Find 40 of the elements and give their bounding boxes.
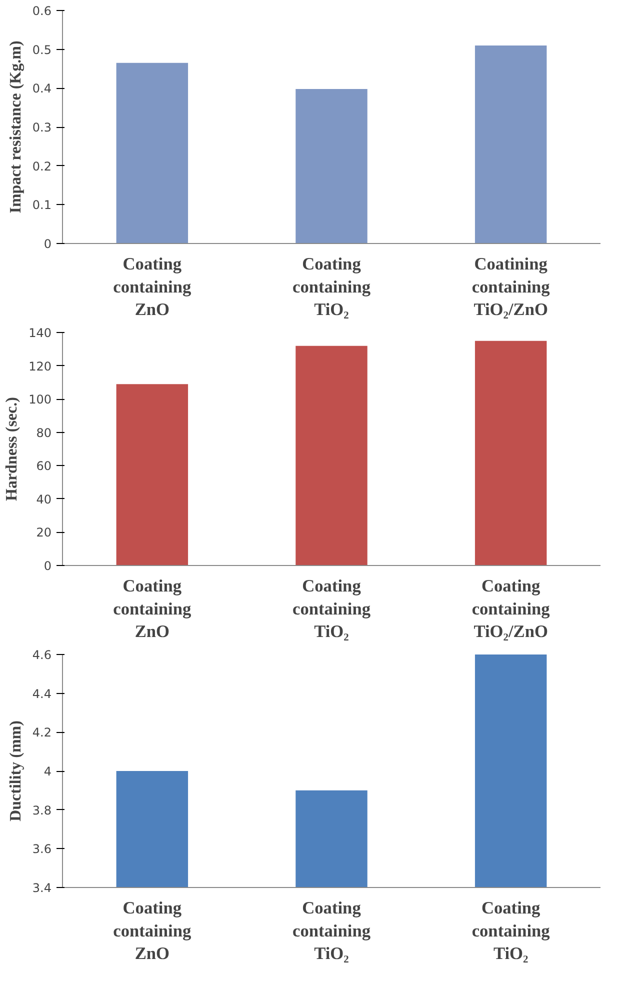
x-tick-label: Coating containing TiO₂ (292, 576, 371, 642)
y-axis-title: Ductility (mm) (7, 720, 24, 822)
y-tick-label: 3.8 (32, 803, 52, 818)
y-tick-label: 4 (44, 764, 52, 778)
x-tick-label: Coating containing ZnO (113, 576, 192, 642)
x-tick-label: Coating containing TiO₂ (292, 898, 371, 964)
x-tick-label: Coating containing TiO₂ (472, 898, 550, 964)
x-tick-label: Coating containing TiO₂ (292, 254, 371, 320)
y-tick-label: 0.1 (32, 198, 52, 212)
x-tick-label: Coating containing TiO₂/ZnO (472, 576, 550, 642)
y-tick-label: 4.2 (32, 726, 52, 740)
bar (116, 384, 188, 566)
bar (296, 346, 368, 566)
bar (296, 88, 368, 244)
y-tick-label: 0.4 (32, 82, 52, 96)
x-tick-label: Coating containing ZnO (113, 898, 192, 964)
y-tick-label: 140 (28, 326, 52, 340)
y-tick-label: 3.4 (32, 881, 52, 895)
y-tick-label: 40 (36, 492, 52, 506)
bar (474, 340, 547, 566)
y-tick-label: 0.2 (32, 159, 52, 174)
y-axis-title: Impact resistance (Kg.m) (7, 40, 24, 214)
y-tick-label: 20 (36, 526, 52, 540)
y-tick-label: 60 (36, 459, 52, 474)
y-tick-label: 0.6 (32, 4, 52, 18)
y-axis-title: Hardness (sec.) (4, 397, 21, 501)
x-tick-label: Coatining containing TiO₂/ZnO (472, 254, 550, 320)
y-tick-label: 120 (28, 359, 52, 374)
y-tick-label: 0.3 (32, 120, 52, 134)
x-tick-label: Coating containing ZnO (113, 254, 192, 320)
y-tick-label: 0.5 (32, 42, 52, 57)
y-tick-label: 3.6 (32, 842, 52, 856)
y-tick-label: 4.4 (32, 686, 52, 701)
y-tick-label: 80 (36, 426, 52, 440)
y-tick-label: 100 (28, 392, 52, 407)
y-tick-label: 4.6 (32, 648, 52, 662)
bar (474, 45, 547, 244)
y-tick-label: 0 (44, 237, 52, 251)
bar (116, 62, 188, 244)
y-tick-label: 0 (44, 559, 52, 573)
